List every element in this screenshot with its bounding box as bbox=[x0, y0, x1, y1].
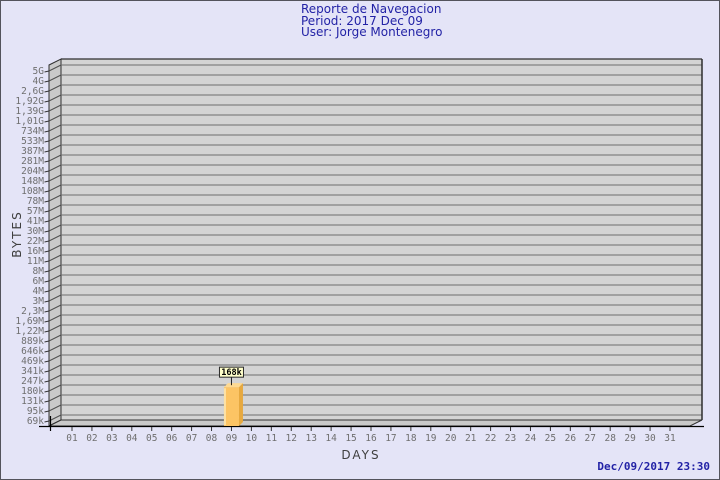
svg-text:1,69M: 1,69M bbox=[15, 316, 44, 327]
svg-text:11M: 11M bbox=[27, 256, 44, 267]
svg-text:204M: 204M bbox=[21, 166, 44, 177]
svg-text:11: 11 bbox=[266, 433, 278, 444]
svg-text:09: 09 bbox=[226, 433, 238, 444]
y-grid-and-labels: 5G4G2,6G1,92G1,39G1,01G734M533M387M281M2… bbox=[15, 64, 702, 427]
svg-text:22: 22 bbox=[485, 433, 496, 444]
svg-text:30M: 30M bbox=[27, 226, 44, 237]
svg-text:10: 10 bbox=[246, 433, 258, 444]
svg-text:12: 12 bbox=[286, 433, 297, 444]
svg-text:03: 03 bbox=[106, 433, 117, 444]
svg-text:3M: 3M bbox=[33, 296, 45, 307]
svg-text:78M: 78M bbox=[27, 196, 44, 207]
svg-text:21: 21 bbox=[465, 433, 477, 444]
svg-text:533M: 533M bbox=[21, 136, 44, 147]
svg-text:18: 18 bbox=[405, 433, 417, 444]
svg-text:469k: 469k bbox=[21, 356, 44, 367]
svg-text:27: 27 bbox=[585, 433, 596, 444]
report-header: Reporte de Navegacion Period: 2017 Dec 0… bbox=[301, 2, 443, 39]
svg-text:13: 13 bbox=[305, 433, 316, 444]
svg-text:2,3M: 2,3M bbox=[21, 306, 44, 317]
svg-text:5G: 5G bbox=[33, 66, 45, 77]
report-period: Period: 2017 Dec 09 bbox=[301, 13, 423, 28]
svg-text:247k: 247k bbox=[21, 376, 44, 387]
x-ticks-and-labels: 01 02 03 04 05 06 07 08 09 10 11 12 13 14 15 16 17 18 19 20… bbox=[66, 427, 676, 444]
svg-text:06: 06 bbox=[166, 433, 178, 444]
svg-text:646k: 646k bbox=[21, 346, 44, 357]
svg-text:57M: 57M bbox=[27, 206, 44, 217]
svg-text:07: 07 bbox=[186, 433, 197, 444]
svg-text:1,39G: 1,39G bbox=[15, 106, 44, 117]
svg-text:1,22M: 1,22M bbox=[15, 326, 44, 337]
svg-text:31: 31 bbox=[664, 433, 676, 444]
svg-text:2,6G: 2,6G bbox=[21, 86, 44, 97]
svg-text:04: 04 bbox=[126, 433, 138, 444]
svg-text:734M: 734M bbox=[21, 126, 44, 137]
svg-text:05: 05 bbox=[146, 433, 157, 444]
svg-text:24: 24 bbox=[525, 433, 537, 444]
svg-text:01: 01 bbox=[66, 433, 78, 444]
svg-text:8M: 8M bbox=[33, 266, 45, 277]
svg-text:16: 16 bbox=[365, 433, 377, 444]
plot-area bbox=[61, 59, 702, 420]
svg-text:15: 15 bbox=[345, 433, 356, 444]
svg-text:16M: 16M bbox=[27, 246, 44, 257]
svg-text:4M: 4M bbox=[33, 286, 45, 297]
svg-text:23: 23 bbox=[505, 433, 516, 444]
svg-text:41M: 41M bbox=[27, 216, 44, 227]
svg-text:180k: 180k bbox=[21, 386, 44, 397]
bar-day-09 bbox=[223, 383, 243, 426]
svg-text:95k: 95k bbox=[27, 406, 44, 417]
svg-text:30: 30 bbox=[644, 433, 656, 444]
svg-text:1,01G: 1,01G bbox=[15, 116, 44, 127]
svg-text:6M: 6M bbox=[33, 276, 45, 287]
svg-text:19: 19 bbox=[425, 433, 437, 444]
svg-text:889k: 889k bbox=[21, 336, 44, 347]
svg-text:4G: 4G bbox=[33, 76, 45, 87]
svg-text:341k: 341k bbox=[21, 366, 44, 377]
svg-text:108M: 108M bbox=[21, 186, 44, 197]
svg-text:02: 02 bbox=[86, 433, 97, 444]
svg-text:281M: 281M bbox=[21, 156, 44, 167]
svg-text:28: 28 bbox=[604, 433, 616, 444]
svg-text:131k: 131k bbox=[21, 396, 44, 407]
svg-text:29: 29 bbox=[624, 433, 636, 444]
svg-text:22M: 22M bbox=[27, 236, 44, 247]
svg-text:168k: 168k bbox=[221, 368, 241, 378]
svg-text:148M: 148M bbox=[21, 176, 44, 187]
svg-text:20: 20 bbox=[445, 433, 457, 444]
report-timestamp: Dec/09/2017 23:30 bbox=[597, 460, 710, 473]
svg-text:14: 14 bbox=[325, 433, 337, 444]
svg-text:25: 25 bbox=[545, 433, 556, 444]
bar-value-annotation: 168k bbox=[218, 366, 244, 386]
x-axis-title: DAYS bbox=[341, 448, 381, 462]
svg-text:69k: 69k bbox=[27, 416, 44, 427]
svg-text:387M: 387M bbox=[21, 146, 44, 157]
y-axis-title: BYTES bbox=[10, 210, 24, 258]
report-title: Reporte de Navegacion bbox=[301, 2, 442, 16]
svg-text:1,92G: 1,92G bbox=[15, 96, 44, 107]
chart-left-wall bbox=[48, 58, 62, 427]
chart-floor bbox=[48, 419, 703, 427]
svg-text:08: 08 bbox=[206, 433, 218, 444]
svg-text:26: 26 bbox=[565, 433, 577, 444]
report-user: User: Jorge Montenegro bbox=[301, 25, 443, 39]
svg-text:17: 17 bbox=[385, 433, 396, 444]
